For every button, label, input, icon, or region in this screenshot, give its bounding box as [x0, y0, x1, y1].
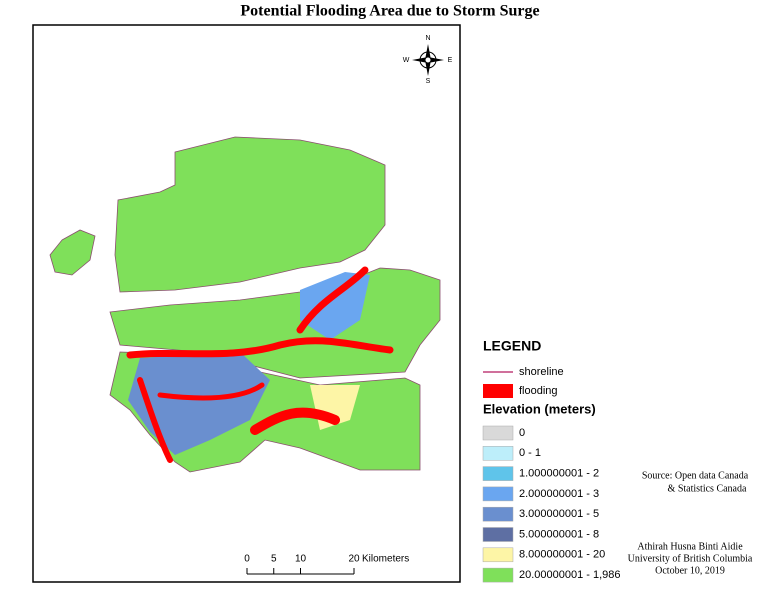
compass-s: S — [426, 78, 431, 85]
scale-label: 5 — [271, 554, 277, 565]
low-elevation-east — [300, 272, 370, 340]
source-text: & Statistics Canada — [668, 483, 747, 494]
compass-n: N — [425, 35, 430, 42]
elevation-label: 8.000000001 - 20 — [519, 549, 605, 561]
compass-e: E — [448, 57, 453, 64]
flooding-areas — [126, 266, 394, 463]
legend-label: shoreline — [519, 366, 564, 378]
low-elevation — [128, 352, 270, 455]
legend: LEGEND Elevation (meters) shoreline flood… — [482, 338, 621, 583]
elevation-label: 1.000000001 - 2 — [519, 468, 599, 480]
elevation-swatch — [482, 425, 514, 441]
scale-unit: Kilometers — [362, 554, 409, 565]
map-title: Potential Flooding Area due to Storm Sur… — [240, 3, 539, 20]
elevation-label: 5.000000001 - 8 — [519, 528, 599, 540]
elevation-label: 0 - 1 — [519, 447, 541, 459]
flood-channel — [157, 382, 265, 401]
elevation-swatch — [482, 547, 514, 563]
flood-north — [296, 266, 369, 334]
north-shore — [114, 136, 386, 293]
elevation-label: 3.000000001 - 5 — [519, 508, 599, 520]
compass-rose: N E S W — [403, 35, 453, 85]
elevation-swatch — [482, 527, 514, 542]
elevation-title: Elevation (meters) — [483, 401, 596, 416]
flooding-swatch — [483, 384, 513, 398]
scale-label: 0 — [244, 554, 250, 565]
compass-w: W — [403, 57, 410, 64]
scale-bar: 0 5 10 20 Kilometers — [244, 554, 409, 575]
elevation-swatch — [482, 486, 514, 502]
credit-text: October 10, 2019 — [655, 565, 725, 576]
elevation-label: 20.00000001 - 1,986 — [519, 569, 621, 581]
scale-label: 10 — [295, 554, 307, 565]
island — [49, 229, 96, 276]
elevation-swatch — [482, 506, 514, 522]
credit-text: University of British Columbia — [628, 553, 753, 564]
scale-label: 20 — [348, 554, 360, 565]
flood-bay — [250, 407, 340, 435]
flood-arm — [137, 377, 173, 463]
legend-label: flooding — [519, 385, 558, 397]
elevation-swatch — [482, 466, 514, 481]
elevation-swatch — [482, 567, 514, 583]
elevation-label: 0 — [519, 427, 525, 439]
elevation-label: 2.000000001 - 3 — [519, 488, 599, 500]
map-land — [49, 136, 441, 473]
legend-title: LEGEND — [483, 338, 541, 354]
compass-center — [424, 56, 432, 64]
source-text: Source: Open data Canada — [642, 470, 749, 481]
credit-text: Athirah Husna Binti Aidie — [637, 541, 743, 552]
flood-river — [126, 337, 394, 359]
elevation-swatch — [482, 446, 514, 461]
